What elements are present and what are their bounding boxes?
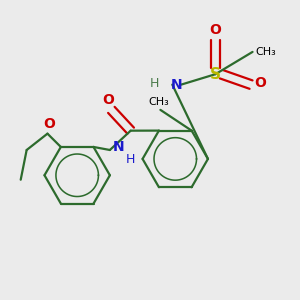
Text: O: O <box>43 117 55 131</box>
Text: N: N <box>113 140 124 154</box>
Text: N: N <box>171 78 182 92</box>
Text: O: O <box>103 93 114 107</box>
Text: CH₃: CH₃ <box>256 47 276 57</box>
Text: H: H <box>149 76 159 90</box>
Text: H: H <box>126 153 136 166</box>
Text: O: O <box>254 76 266 90</box>
Text: S: S <box>210 67 221 82</box>
Text: O: O <box>209 23 221 37</box>
Text: CH₃: CH₃ <box>148 97 169 107</box>
